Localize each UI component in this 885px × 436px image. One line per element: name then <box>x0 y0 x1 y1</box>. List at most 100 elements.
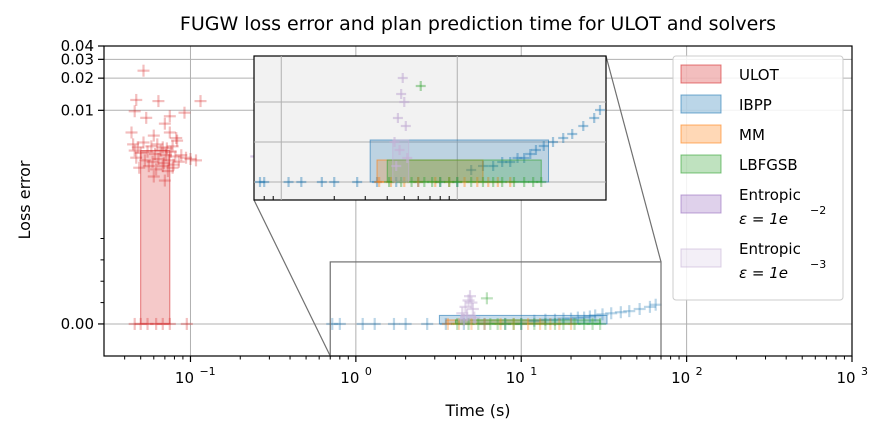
legend-swatch <box>680 94 722 114</box>
inset-connector <box>253 199 331 357</box>
series-3-inset-point <box>477 177 488 187</box>
series-1-point <box>589 309 602 322</box>
legend-swatch <box>680 154 722 174</box>
series-0-point <box>160 142 173 155</box>
series-1-point <box>565 312 578 325</box>
series-3-inset-point <box>536 177 547 187</box>
x-tick-exponent: 2 <box>696 365 703 378</box>
legend-label: LBFGSB <box>739 156 798 174</box>
series-0-point <box>150 317 163 330</box>
series-0-point <box>133 161 146 174</box>
series-5-point <box>468 311 481 324</box>
series-1-point <box>356 317 369 330</box>
series-3-box <box>454 319 601 325</box>
series-1-point <box>368 317 381 330</box>
series-0-point <box>141 145 154 158</box>
series-1-inset-point <box>283 177 294 187</box>
series-1-point <box>578 311 591 324</box>
series-5-inset-point <box>396 89 407 99</box>
legend-item: LBFGSB <box>680 154 798 174</box>
series-1-point <box>333 317 346 330</box>
series-0-point <box>137 136 150 149</box>
series-2-point <box>522 317 535 330</box>
series-1-inset-point <box>497 157 508 167</box>
series-0-point <box>163 317 176 330</box>
series-3-inset-point <box>427 177 438 187</box>
series-2-point <box>534 317 547 330</box>
series-1-point <box>499 317 512 330</box>
series-0-point <box>130 93 143 106</box>
series-0-point <box>138 154 151 167</box>
series-0-point <box>156 160 169 173</box>
series-0-point <box>128 144 141 157</box>
series-2-point <box>544 317 557 330</box>
series-1-point <box>583 310 596 323</box>
series-0-point <box>178 106 191 119</box>
series-3-inset-point <box>444 177 455 187</box>
series-1-inset-point <box>519 153 530 163</box>
series-3-inset-point <box>435 177 446 187</box>
series-1-inset-point <box>259 177 270 187</box>
legend-swatch <box>680 64 722 84</box>
y-axis-label: Loss error <box>15 160 34 239</box>
series-0-point <box>159 149 172 162</box>
series-1-inset-point <box>589 113 600 123</box>
series-0-point <box>166 140 179 153</box>
series-1-point <box>548 313 561 326</box>
legend-item: ULOT <box>680 64 780 84</box>
series-5-inset-point <box>391 161 402 171</box>
series-3-inset-point <box>508 177 519 187</box>
series-5-inset-point <box>394 145 405 155</box>
series-0-point <box>162 154 175 167</box>
series-0-point <box>151 138 164 151</box>
series-1-inset-point <box>505 157 516 167</box>
series-0-point <box>152 95 165 108</box>
series-2-inset-point <box>374 177 385 187</box>
legend-label-math: ε = 1e <box>739 210 788 228</box>
series-0-point <box>158 117 171 130</box>
series-2-point <box>478 317 491 330</box>
series-1-point <box>596 308 609 321</box>
series-5-point <box>464 290 477 303</box>
chart-title: FUGW loss error and plan prediction time… <box>180 13 776 35</box>
series-1-point <box>643 300 656 313</box>
series-0-point <box>161 165 174 178</box>
series-3-inset-point <box>466 177 477 187</box>
series-0-point <box>146 155 159 168</box>
y-tick-label: 0.01 <box>61 101 94 119</box>
x-tick-exponent: 3 <box>861 365 868 378</box>
legend-item: IBPP <box>680 94 772 114</box>
series-1-inset-point <box>567 129 578 139</box>
series-1-point <box>439 317 452 330</box>
series-0-point <box>150 163 163 176</box>
series-1-inset-point <box>558 133 569 143</box>
series-0-point <box>127 138 140 151</box>
series-1-inset-point <box>466 165 477 175</box>
series-3-point <box>472 317 485 330</box>
series-1-point <box>605 307 618 320</box>
series-0-point <box>170 132 183 145</box>
series-1-point <box>399 317 412 330</box>
series-0-point <box>134 146 147 159</box>
series-3-point <box>528 317 541 330</box>
y-tick-label: 0.02 <box>61 69 94 87</box>
series-0-point <box>131 141 144 154</box>
inset-frame <box>253 55 607 201</box>
series-1-point <box>515 317 528 330</box>
series-1-inset-point <box>538 141 549 151</box>
series-1-inset-point <box>578 121 589 131</box>
legend-item: Entropic ε = 1e −2 <box>680 186 826 228</box>
series-3-point <box>491 317 504 330</box>
series-3-inset-point <box>415 81 426 91</box>
series-3-inset-point <box>528 177 539 187</box>
series-0-point <box>180 317 193 330</box>
series-0-point <box>190 154 203 167</box>
series-1-point <box>528 314 541 327</box>
series-0-point <box>152 153 165 166</box>
series-1-point <box>623 305 636 318</box>
series-3-inset-point <box>419 177 430 187</box>
y-tick-label: 0.00 <box>61 315 94 333</box>
series-1-point <box>478 317 491 330</box>
series-1-point <box>539 313 552 326</box>
